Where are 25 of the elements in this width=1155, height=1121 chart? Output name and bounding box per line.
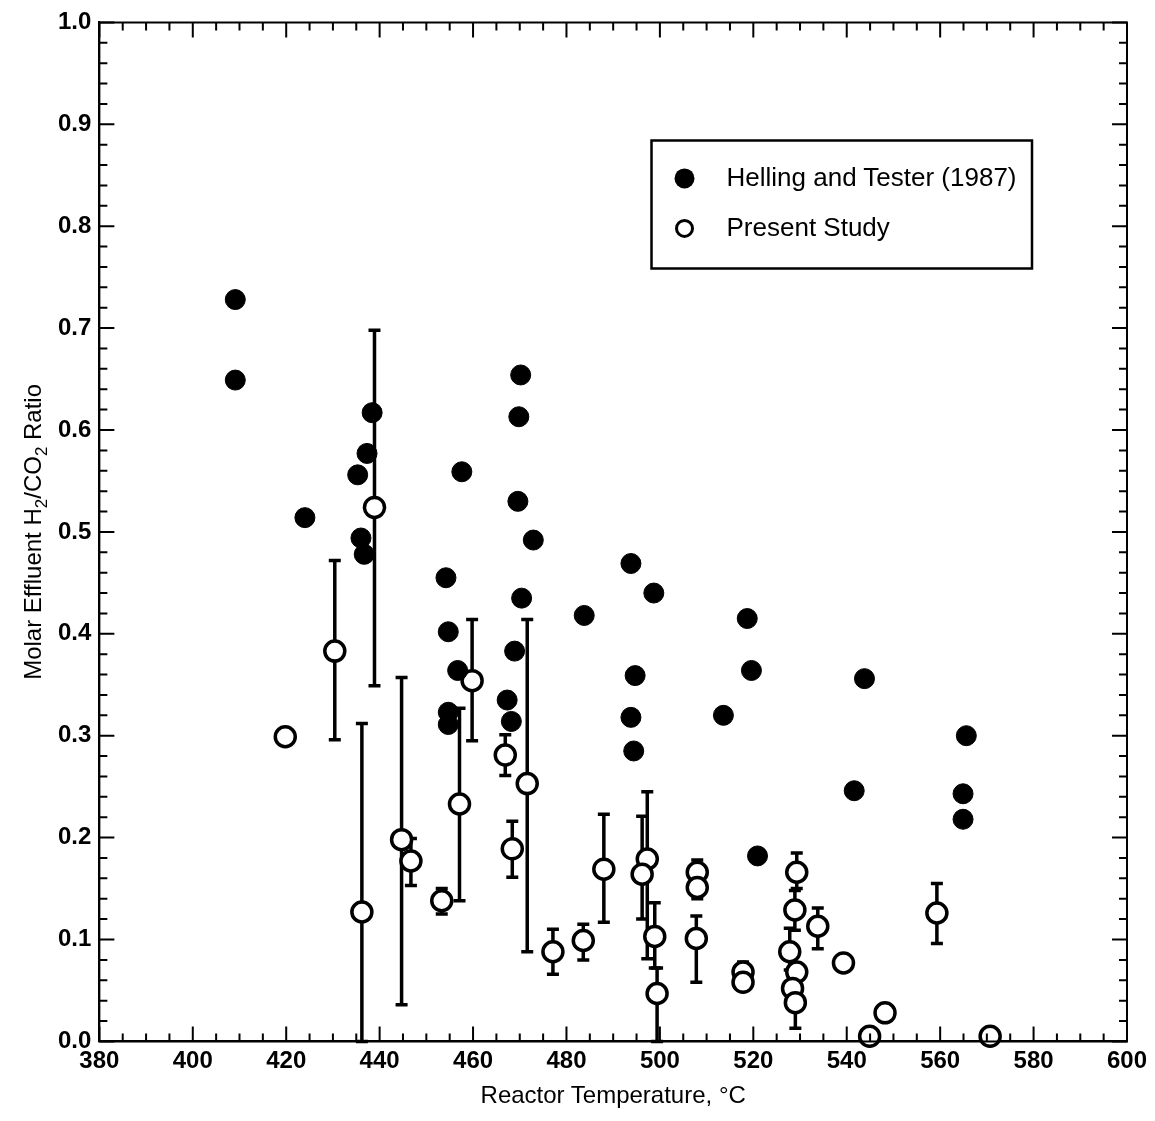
x-tick-label: 460 bbox=[453, 1046, 494, 1074]
x-tick-label: 520 bbox=[733, 1046, 774, 1074]
x-axis-title: Reactor Temperature, °C bbox=[480, 1081, 746, 1109]
y-tick-label: 0.5 bbox=[57, 516, 92, 544]
y-tick-label: 0.9 bbox=[57, 108, 92, 136]
x-tick-label: 500 bbox=[639, 1046, 680, 1074]
y-tick-label: 0.4 bbox=[57, 618, 92, 646]
legend-label: Present Study bbox=[726, 211, 890, 242]
x-tick-label: 440 bbox=[359, 1046, 400, 1074]
y-tick-label: 0.2 bbox=[57, 822, 92, 850]
x-tick-label: 400 bbox=[172, 1046, 213, 1074]
x-tick-label: 420 bbox=[266, 1046, 307, 1074]
y-tick-label: 0.3 bbox=[57, 720, 92, 748]
legend-label: Helling and Tester (1987) bbox=[726, 161, 1017, 192]
x-tick-label: 540 bbox=[826, 1046, 867, 1074]
y-tick-label: 0.6 bbox=[57, 414, 92, 442]
y-tick-label: 0.1 bbox=[57, 924, 92, 952]
y-axis-title: Molar Effluent H2/CO2 Ratio bbox=[18, 383, 51, 680]
x-tick-label: 560 bbox=[920, 1046, 961, 1074]
x-tick-label: 580 bbox=[1013, 1046, 1054, 1074]
x-tick-label: 480 bbox=[546, 1046, 587, 1074]
x-tick-label: 600 bbox=[1106, 1046, 1148, 1074]
y-tick-label: 0.7 bbox=[57, 312, 92, 340]
y-tick-label: 1.0 bbox=[57, 7, 92, 35]
y-tick-label: 0.8 bbox=[57, 210, 92, 238]
